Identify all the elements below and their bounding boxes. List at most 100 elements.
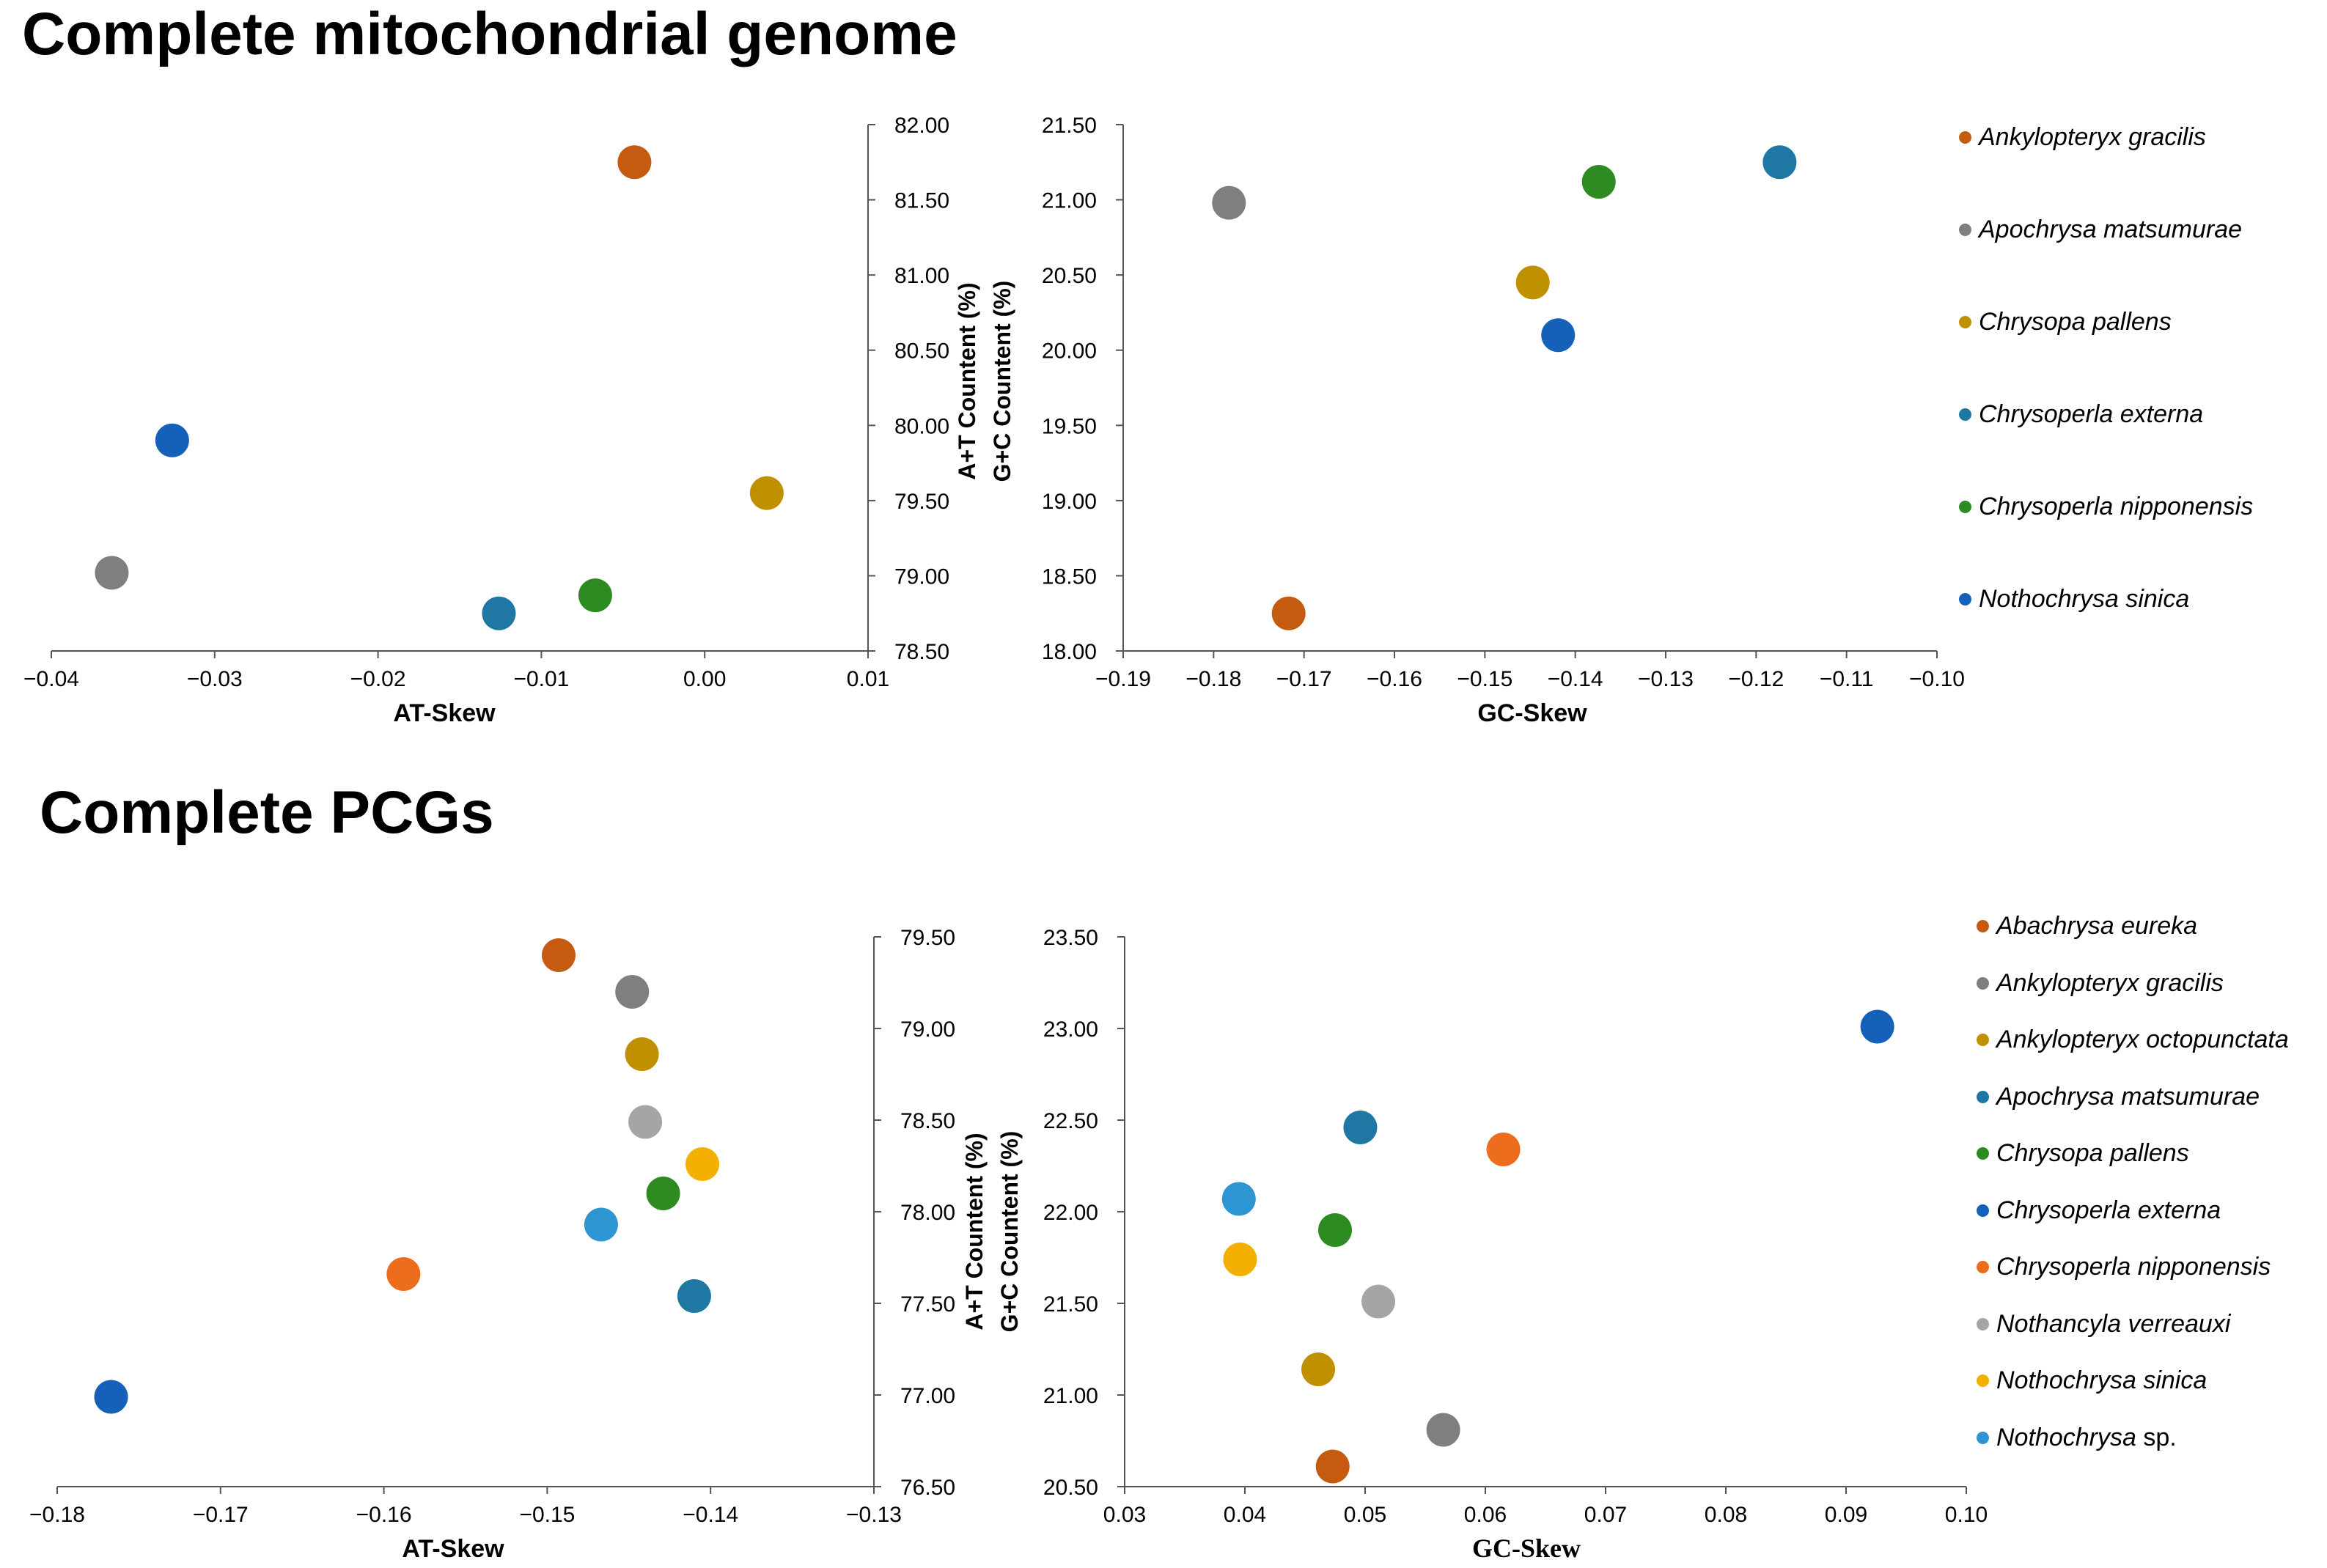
pcgs-gc-x-tick-label: 0.05 [1344,1503,1386,1527]
mito-legend-item: Apochrysa matsumurae [1959,216,2242,244]
mito-gc-x-tick-label: −0.17 [1276,667,1332,691]
legend-marker-icon [1959,131,1971,144]
point-nothochrysa-sinica [1541,318,1576,353]
pcgs-at-x-tick-label: −0.13 [846,1503,902,1527]
pcgs-gc-y-tick-label: 23.50 [1043,926,1098,950]
legend-marker-icon [1977,1090,1989,1103]
legend-marker-icon [1977,1374,1989,1387]
point-nothochrysa-sinica [155,423,189,457]
pcgs-at-y-tick-label: 78.50 [900,1109,955,1133]
pcgs-gc-x-tick-label: 0.03 [1103,1503,1146,1527]
pcgs-gc-y-tick-label: 21.50 [1043,1292,1098,1317]
section-title-mito-genome: Complete mitochondrial genome [22,1,957,67]
pcgs-at-y-tick-label: 76.50 [900,1476,955,1500]
legend-marker-icon [1959,408,1971,421]
point-apochrysa-matsumurae [95,556,129,590]
point-chrysopa-pallens [646,1177,680,1210]
pcgs-at-y-tick-label: 78.00 [900,1201,955,1225]
point-apochrysa-matsumurae [1212,185,1246,220]
pcgs-at-y-tick-label: 77.50 [900,1292,955,1317]
pcgs-legend-item: Chrysoperla externa [1977,1196,2221,1225]
legend-label: Ankylopteryx octopunctata [1996,1026,2289,1053]
legend-marker-icon [1959,316,1971,328]
point-ankylopteryx-octopunctata [1301,1352,1336,1386]
pcgs-at-x-axis-title: AT-Skew [402,1535,504,1563]
legend-marker-icon [1977,1261,1989,1273]
legend-label: Apochrysa matsumurae [1996,1082,2260,1111]
mito-legend-item: Nothochrysa sinica [1959,585,2189,614]
pcgs-gc-y-tick-label: 22.50 [1043,1109,1098,1133]
point-chrysopa-pallens [749,476,784,510]
mito-gc-x-axis-title: GC-Skew [1477,699,1587,727]
legend-marker-icon [1977,1147,1989,1160]
legend-marker-icon [1977,976,1989,990]
pcgs-gc-x-tick-label: 0.06 [1464,1503,1507,1527]
legend-label: Chrysoperla nipponensis [1996,1253,2271,1281]
point-nothochrysa-sp [584,1207,618,1242]
mito-legend-item: Chrysopa pallens [1959,308,2172,336]
mito-gc-y-tick-label: 19.00 [1042,490,1097,514]
legend-marker-icon [1959,501,1971,513]
mito-legend-item: Chrysoperla nipponensis [1959,493,2253,521]
mito-legend-item: Ankylopteryx gracilis [1959,123,2206,152]
pcgs-at-x-tick-label: −0.18 [29,1503,85,1527]
legend-label: Ankylopteryx gracilis [1979,123,2206,151]
legend-marker-icon [1977,920,1989,932]
mito-gc-x-tick-label: −0.12 [1728,667,1784,691]
pcgs-at-y-tick-label: 77.00 [900,1384,955,1408]
chart-pcgs-at-skew: −0.18 −0.17 −0.16 −0.15 −0.14 −0.13 76.50 77.00… [29,926,955,1563]
point-chrysoperla-externa [482,596,516,630]
point-chrysoperla-externa [94,1380,128,1414]
point-chrysoperla-nipponensis [1581,164,1616,199]
point-abachrysa-eureka [1315,1449,1350,1484]
mito-at-y-tick-label: 80.00 [894,414,949,438]
pcgs-gc-x-tick-label: 0.08 [1705,1503,1747,1527]
pcgs-legend-item: Chrysoperla nipponensis [1977,1253,2271,1281]
point-abachrysa-eureka [541,938,576,972]
mito-at-y-tick-label: 82.00 [894,114,949,138]
pcgs-gc-x-tick-label: 0.09 [1825,1503,1867,1527]
legend-marker-icon [1977,1317,1989,1330]
pcgs-gc-y-tick-label: 20.50 [1043,1476,1098,1500]
legend-label-suffix: sp. [2136,1423,2177,1451]
point-nothancyla-verreauxi [1361,1284,1396,1319]
pcgs-gc-y-tick-label: 23.00 [1043,1017,1098,1042]
mito-at-x-tick-label: −0.03 [187,667,243,691]
point-nothochrysa-sp [1221,1182,1256,1216]
legend-label: Nothancyla verreauxi [1996,1309,2231,1338]
legend-marker-icon [1959,593,1971,606]
legend-marker-icon [1959,224,1971,236]
pcgs-at-y-tick-label: 79.50 [900,926,955,950]
y-label-gc-content-bottom: G+C Countent (%) [996,1131,1023,1333]
pcgs-at-x-tick-label: −0.15 [519,1503,575,1527]
mito-at-x-tick-label: −0.02 [350,667,406,691]
mito-at-y-tick-label: 78.50 [894,640,949,664]
legend-label: Nothochrysa sinica [1996,1366,2207,1394]
chart-mito-gc-skew: −0.19 −0.18 −0.17 −0.16 −0.15 −0.14 −0.13 −0.12… [1042,114,1965,727]
y-label-at-content-top: A+T Countent (%) [954,282,980,479]
mito-gc-x-tick-label: −0.15 [1457,667,1512,691]
legend-mito-genome: Ankylopteryx gracilis Apochrysa matsumura… [1959,123,2311,636]
point-ankylopteryx-octopunctata [625,1037,659,1071]
pcgs-legend-item: Ankylopteryx octopunctata [1977,1026,2289,1054]
pcgs-legend-item: Nothancyla verreauxi [1977,1310,2230,1339]
mito-gc-y-tick-label: 20.50 [1042,264,1097,288]
legend-label: Ankylopteryx gracilis [1996,968,2224,997]
mito-at-y-tick-label: 79.50 [894,490,949,514]
point-ankylopteryx-gracilis [617,145,652,180]
mito-gc-y-tick-label: 18.00 [1042,640,1097,664]
pcgs-gc-y-tick-label: 22.00 [1043,1201,1098,1225]
mito-at-x-tick-label: 0.01 [847,667,889,691]
legend-pcgs: Abachrysa eureka Ankylopteryx gracilis Ank… [1977,912,2327,1484]
mito-at-x-axis-title: AT-Skew [393,699,496,727]
mito-at-x-tick-label: −0.01 [513,667,569,691]
mito-at-x-tick-label: 0.00 [683,667,726,691]
y-axis-labels-top: A+T Countent (%) G+C Countent (%) [954,281,1015,482]
mito-at-y-tick-label: 79.00 [894,564,949,589]
legend-label: Chrysoperla nipponensis [1979,493,2254,520]
y-label-gc-content-top: G+C Countent (%) [989,281,1015,482]
pcgs-legend-item: Nothochrysa sinica [1977,1366,2207,1395]
mito-gc-x-tick-label: −0.10 [1909,667,1965,691]
point-chrysoperla-externa [1762,145,1797,180]
